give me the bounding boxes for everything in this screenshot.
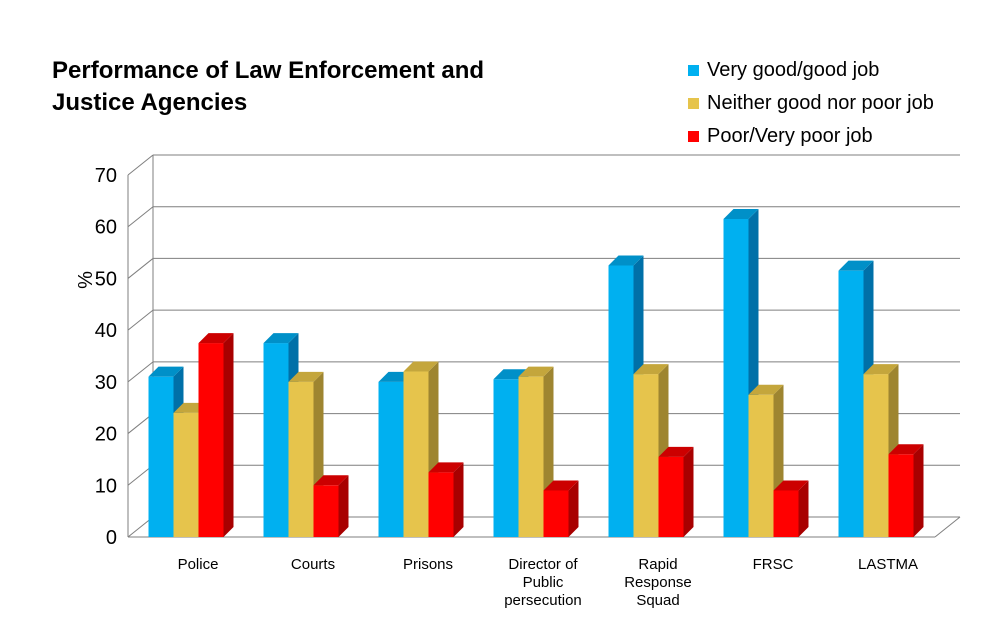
- bar-front: [263, 343, 289, 537]
- bar-top: [428, 462, 464, 473]
- y-tick-label: 20: [95, 424, 117, 446]
- bar-front: [288, 381, 314, 537]
- bar-top: [608, 255, 644, 266]
- bar-front: [608, 265, 634, 537]
- x-tick-label-line: Police: [178, 556, 219, 573]
- gridline-diagonal: [127, 154, 154, 176]
- x-tick-label-line: Rapid: [638, 556, 677, 573]
- bar-top: [888, 444, 924, 455]
- gridline-diagonal: [127, 206, 154, 228]
- x-tick-label-line: Prisons: [403, 556, 453, 573]
- bar-top: [723, 208, 759, 219]
- bar-front: [543, 490, 569, 537]
- bar-top: [288, 371, 324, 382]
- bar-top: [148, 366, 184, 377]
- legend: Very good/good job Neither good nor poor…: [688, 54, 934, 153]
- bar-front: [403, 371, 429, 537]
- bar-top: [403, 361, 439, 372]
- legend-swatch: [688, 65, 699, 76]
- bar-front: [888, 454, 914, 537]
- bar-front: [428, 472, 454, 537]
- legend-item-very-good: Very good/good job: [688, 54, 934, 87]
- x-tick-label-line: FRSC: [753, 556, 794, 573]
- bar-front: [198, 343, 224, 537]
- bar-top: [543, 480, 579, 491]
- bar-top: [198, 333, 234, 344]
- bar-front: [838, 270, 864, 537]
- bar-top: [773, 480, 809, 491]
- bar-front: [313, 485, 339, 537]
- legend-label: Neither good nor poor job: [707, 92, 934, 114]
- bar-top: [838, 260, 874, 271]
- x-tick-label: FRSC: [753, 556, 794, 573]
- bar-side: [223, 333, 234, 537]
- legend-swatch: [688, 98, 699, 109]
- bar-side: [338, 475, 349, 537]
- bar-top: [658, 446, 694, 457]
- x-tick-label-line: Courts: [291, 556, 335, 573]
- x-tick-label: Rapid Response Squad: [624, 556, 692, 609]
- y-tick-label: 70: [95, 165, 117, 187]
- bar-side: [453, 462, 464, 537]
- x-tick-label: Courts: [291, 556, 335, 573]
- gridline-diagonal: [127, 258, 154, 279]
- y-tick-label: 10: [95, 475, 117, 497]
- x-tick-label-line: persecution: [504, 592, 582, 609]
- floor-side-edge: [934, 516, 961, 538]
- x-tick-label-line: Response: [624, 574, 692, 591]
- bar-side: [913, 444, 924, 537]
- y-axis-label: %: [75, 271, 97, 289]
- bar-front: [518, 376, 544, 537]
- x-tick-label-line: LASTMA: [858, 556, 918, 573]
- x-tick-label-line: Director of: [508, 556, 578, 573]
- bar-top: [263, 333, 299, 344]
- legend-label: Poor/Very poor job: [707, 125, 873, 147]
- gridline-diagonal: [127, 309, 154, 331]
- bar-front: [378, 381, 404, 537]
- bar-top: [518, 366, 554, 377]
- bar-front: [723, 218, 749, 537]
- bar-side: [568, 480, 579, 537]
- x-tick-label: Police: [178, 556, 219, 573]
- bar-top: [313, 475, 349, 486]
- x-tick-label: Prisons: [403, 556, 453, 573]
- bar-front: [773, 490, 799, 537]
- bar-front: [658, 456, 684, 537]
- gridline-diagonal: [127, 361, 154, 383]
- bar-top: [863, 364, 899, 375]
- bar-front: [148, 376, 174, 537]
- y-tick-label: 30: [95, 372, 117, 394]
- legend-swatch: [688, 131, 699, 142]
- bar-side: [798, 480, 809, 537]
- y-tick-label: 0: [106, 527, 117, 549]
- bar-front: [493, 379, 519, 537]
- bar-front: [633, 374, 659, 537]
- y-tick-label: 40: [95, 320, 117, 342]
- bar-side: [683, 446, 694, 537]
- x-tick-label: LASTMA: [858, 556, 918, 573]
- legend-item-poor: Poor/Very poor job: [688, 120, 934, 153]
- x-tick-label: Director of Public persecution: [504, 556, 582, 609]
- bar-front: [173, 412, 199, 537]
- bar-top: [748, 384, 784, 395]
- legend-item-neither: Neither good nor poor job: [688, 87, 934, 120]
- y-tick-label: 60: [95, 217, 117, 239]
- x-tick-label-line: Public: [523, 574, 564, 591]
- legend-label: Very good/good job: [707, 59, 880, 81]
- y-tick-label: 50: [95, 268, 117, 290]
- x-tick-label-line: Squad: [636, 592, 679, 609]
- bar-top: [633, 364, 669, 375]
- bar-front: [748, 394, 774, 537]
- chart-title: Performance of Law Enforcement and Justi…: [52, 57, 485, 116]
- bar-front: [863, 374, 889, 537]
